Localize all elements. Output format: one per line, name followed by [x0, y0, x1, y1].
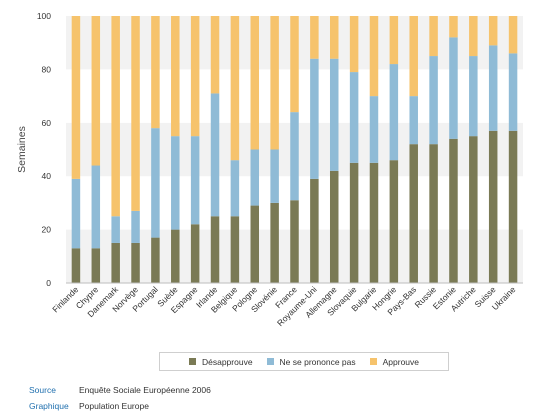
bar-segment[interactable]	[429, 56, 438, 145]
graphic-value: Population Europe	[79, 401, 149, 411]
bar-segment[interactable]	[389, 64, 399, 161]
legend-item-desapprouve[interactable]: Désapprouve	[188, 356, 253, 367]
bar-segment[interactable]	[349, 162, 359, 283]
bar-segment[interactable]	[290, 16, 299, 113]
bar-segment[interactable]	[429, 16, 438, 57]
bar-segment[interactable]	[508, 130, 518, 283]
legend-swatch-desapprouve	[188, 358, 196, 365]
bar-segment[interactable]	[111, 216, 120, 243]
legend: Désapprouve Ne se prononce pas Approuve	[159, 352, 449, 371]
bar-segment[interactable]	[210, 16, 220, 94]
bar-segment[interactable]	[310, 178, 319, 283]
bar-segment[interactable]	[250, 205, 260, 283]
bar-segment[interactable]	[151, 16, 160, 129]
source-key: Source	[29, 385, 56, 395]
bar-segment[interactable]	[151, 128, 160, 238]
bar-segment[interactable]	[210, 93, 220, 217]
source-value: Enquête Sociale Européenne 2006	[79, 385, 211, 395]
bar-segment[interactable]	[329, 16, 339, 59]
bar-segment[interactable]	[250, 149, 260, 206]
source-line: Source Enquête Sociale Européenne 2006	[29, 385, 211, 395]
bar-segment[interactable]	[111, 16, 120, 217]
x-tick-label: Finlande	[50, 284, 80, 314]
y-tick-label: 40	[42, 171, 52, 181]
bar-segment[interactable]	[290, 112, 299, 201]
bar-segment[interactable]	[469, 56, 478, 137]
bar-segment[interactable]	[449, 138, 458, 283]
bar-segment[interactable]	[91, 248, 101, 283]
bars	[71, 16, 518, 283]
bar-segment[interactable]	[329, 58, 339, 171]
bar-segment[interactable]	[369, 162, 379, 283]
bar-segment[interactable]	[171, 229, 180, 283]
bar-segment[interactable]	[270, 202, 279, 283]
bar-segment[interactable]	[469, 136, 478, 283]
legend-swatch-approuve	[369, 358, 377, 365]
bar-segment[interactable]	[429, 144, 438, 283]
bar-segment[interactable]	[270, 16, 279, 150]
legend-label-ne-se-prononce-pas: Ne se prononce pas	[279, 356, 356, 367]
bar-segment[interactable]	[409, 16, 418, 97]
y-axis-label: Semaines	[16, 126, 28, 173]
bar-segment[interactable]	[488, 130, 498, 283]
legend-label-approuve: Approuve	[382, 356, 420, 367]
bar-segment[interactable]	[230, 160, 240, 217]
bar-segment[interactable]	[171, 16, 180, 137]
bar-segment[interactable]	[290, 200, 299, 283]
bar-segment[interactable]	[469, 16, 478, 57]
stacked-bar-chart: 020406080100SemainesFinlandeChypreDanema…	[16, 11, 523, 328]
bar-segment[interactable]	[151, 237, 160, 283]
graphic-line: Graphique Population Europe	[29, 401, 149, 411]
legend-swatch-ne-se-prononce-pas	[266, 358, 274, 365]
bar-segment[interactable]	[131, 16, 140, 211]
graphic-key: Graphique	[29, 401, 69, 411]
bar-segment[interactable]	[329, 170, 339, 283]
bar-segment[interactable]	[190, 16, 200, 137]
bar-segment[interactable]	[449, 37, 458, 139]
bar-segment[interactable]	[190, 224, 200, 283]
y-tick-label: 60	[42, 118, 52, 128]
bar-segment[interactable]	[488, 45, 498, 131]
bar-segment[interactable]	[409, 144, 418, 283]
bar-segment[interactable]	[230, 16, 240, 161]
legend-label-desapprouve: Désapprouve	[201, 356, 253, 367]
bar-segment[interactable]	[71, 248, 81, 283]
bar-segment[interactable]	[111, 242, 120, 283]
bar-segment[interactable]	[71, 178, 81, 249]
bar-segment[interactable]	[91, 165, 101, 249]
bar-segment[interactable]	[349, 72, 359, 163]
bar-segment[interactable]	[91, 16, 101, 166]
legend-item-ne-se-prononce-pas[interactable]: Ne se prononce pas	[266, 356, 356, 367]
y-tick-label: 80	[42, 64, 52, 74]
bar-segment[interactable]	[71, 16, 81, 179]
bar-segment[interactable]	[250, 16, 260, 150]
bar-segment[interactable]	[171, 136, 180, 230]
bar-segment[interactable]	[270, 149, 279, 203]
bar-segment[interactable]	[131, 210, 140, 243]
bar-segment[interactable]	[369, 96, 379, 163]
bar-segment[interactable]	[131, 242, 140, 283]
bar-segment[interactable]	[369, 16, 379, 97]
bar-segment[interactable]	[449, 16, 458, 38]
bar-segment[interactable]	[508, 16, 518, 54]
y-tick-label: 20	[42, 225, 52, 235]
bar-segment[interactable]	[349, 16, 359, 73]
y-tick-label: 100	[37, 11, 51, 21]
bar-segment[interactable]	[230, 216, 240, 283]
bar-segment[interactable]	[508, 53, 518, 131]
bar-segment[interactable]	[389, 16, 399, 65]
bar-segment[interactable]	[310, 16, 319, 59]
bar-segment[interactable]	[190, 136, 200, 225]
bar-segment[interactable]	[210, 216, 220, 283]
bar-segment[interactable]	[310, 58, 319, 179]
bar-segment[interactable]	[409, 96, 418, 145]
bar-segment[interactable]	[488, 16, 498, 46]
y-tick-label: 0	[46, 278, 51, 288]
legend-item-approuve[interactable]: Approuve	[369, 356, 420, 367]
bar-segment[interactable]	[389, 160, 399, 283]
